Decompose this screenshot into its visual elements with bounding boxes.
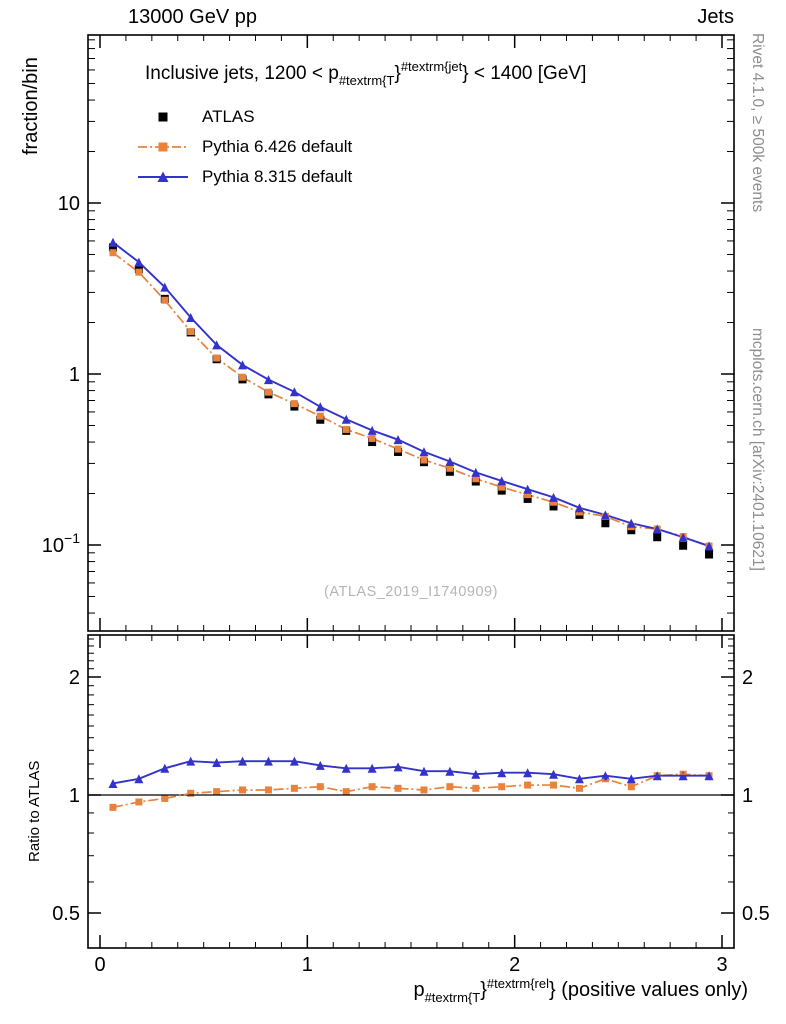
pythia8-line xyxy=(112,241,710,547)
tick-label: 0 xyxy=(94,954,105,976)
tick-label: 10 xyxy=(58,193,80,215)
plot-title: Inclusive jets, 1200 < p#textrm{T}#textr… xyxy=(145,59,586,88)
pythia6-marker-icon xyxy=(138,142,188,152)
tick-label: 1 xyxy=(69,364,80,386)
atlas-marker-icon xyxy=(158,112,168,122)
text-part: #textrm{T xyxy=(338,73,395,88)
text-part: #textrm{rel xyxy=(486,976,550,991)
legend-item-atlas: ATLAS xyxy=(136,102,352,132)
tick-label: 2 xyxy=(69,667,80,689)
text-part: #textrm{jet xyxy=(400,59,463,74)
pythia8-marker-icon xyxy=(138,171,188,182)
tick-label: 0.5 xyxy=(52,903,80,925)
legend-label-pythia8: Pythia 8.315 default xyxy=(202,167,353,186)
legend-label-atlas: ATLAS xyxy=(202,107,255,126)
data-markers xyxy=(108,237,714,811)
analysis-id-watermark: (ATLAS_2019_I1740909) xyxy=(324,584,498,600)
text-part: Inclusive jets, 1200 < p xyxy=(145,63,339,84)
text-part: } (positive values only) xyxy=(549,979,748,1001)
tick-labels: 10 1 10−1 2 2 1 1 0.5 0.5 0 1 2 3 xyxy=(42,193,770,976)
legend: ATLAS Pythia 6.426 default Pythia 8.315 … xyxy=(136,102,352,192)
x-axis-label: p#textrm{T}#textrm{rel} (positive values… xyxy=(300,976,748,1005)
tick-label: 10−1 xyxy=(42,530,80,557)
rivet-version-label: Rivet 4.1.0, ≥ 500k events xyxy=(749,33,766,213)
tick-label: 1 xyxy=(69,785,80,807)
text-part: p xyxy=(413,979,425,1001)
pythia6-line xyxy=(112,252,710,547)
tick-label: 3 xyxy=(716,954,727,976)
axis-ticks xyxy=(88,35,734,948)
beam-energy-label: 13000 GeV pp xyxy=(128,6,257,28)
analysis-group-label: Jets xyxy=(697,6,734,28)
text-part: } xyxy=(394,63,401,84)
legend-label-pythia6: Pythia 6.426 default xyxy=(202,137,353,156)
pythia8-ratio-line xyxy=(112,760,710,785)
tick-label: 2 xyxy=(742,667,753,689)
text-part: } xyxy=(480,979,487,1001)
text-part: } < 1400 [GeV] xyxy=(462,63,587,84)
mcplots-reference-label: mcplots.cern.ch [arXiv:2401.10621] xyxy=(749,328,766,571)
y-axis-label: fraction/bin xyxy=(20,57,42,155)
text-part: #textrm{T xyxy=(424,990,481,1005)
legend-item-pythia8: Pythia 8.315 default xyxy=(136,162,352,192)
legend-item-pythia6: Pythia 6.426 default xyxy=(136,132,352,162)
ratio-y-axis-label: Ratio to ATLAS xyxy=(26,760,43,862)
tick-label: 1 xyxy=(742,785,753,807)
tick-label: 1 xyxy=(302,954,313,976)
tick-label: 2 xyxy=(509,954,520,976)
pythia6-ratio-line xyxy=(112,773,710,809)
tick-label: 0.5 xyxy=(742,903,770,925)
